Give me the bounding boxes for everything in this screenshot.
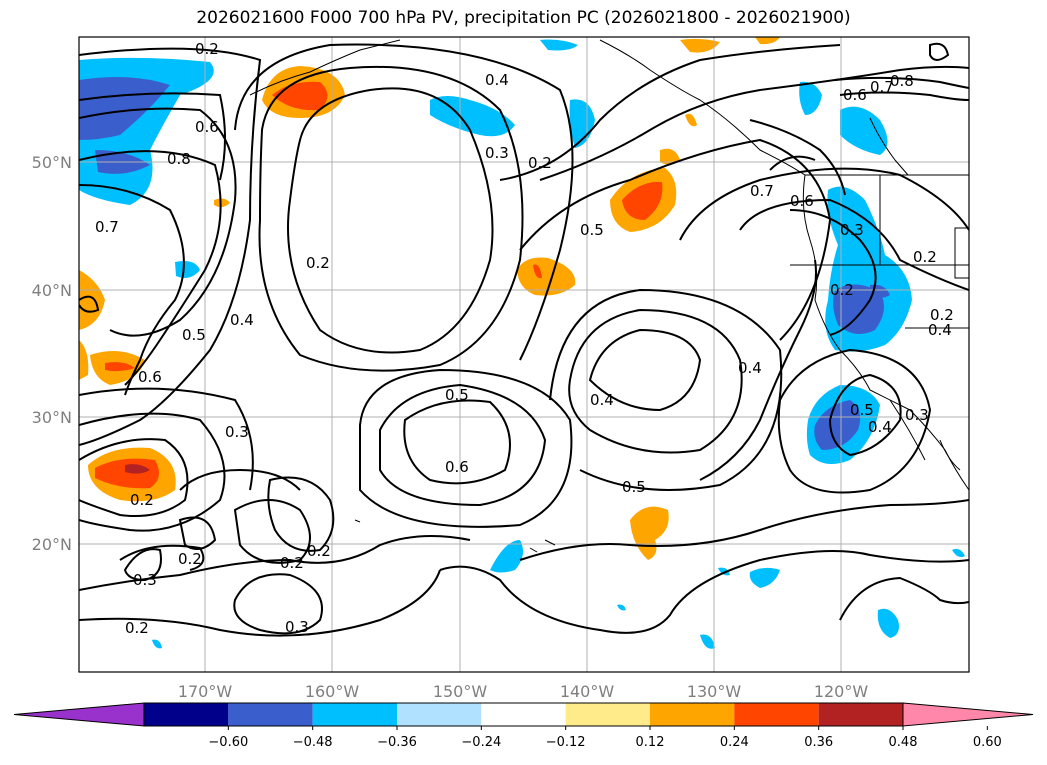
- contour-label: 0.6: [195, 118, 219, 136]
- contour-label: 0.3: [225, 423, 249, 441]
- contour-label: 0.6: [843, 86, 867, 104]
- contour-label: 0.6: [790, 192, 814, 210]
- contour-label: 0.2: [913, 248, 937, 266]
- colorbar-tick-label: −0.24: [461, 735, 501, 750]
- colorbar-tick-label: 0.24: [720, 735, 749, 750]
- colorbar-segment: [228, 703, 313, 726]
- contour-label: 0.3: [133, 571, 157, 589]
- contour-label: 0.3: [285, 618, 309, 636]
- contour-label: 0.8: [167, 150, 191, 168]
- colorbar-tick-label: −0.48: [293, 735, 333, 750]
- colorbar-tick-label: 0.48: [889, 735, 918, 750]
- contour-label: 0.2: [280, 554, 304, 572]
- contour-label: 0.4: [230, 311, 254, 329]
- lon-label: 170°W: [178, 682, 233, 701]
- contour-label: 0.5: [850, 401, 874, 419]
- contour-label: 0.2: [178, 550, 202, 568]
- contour-label: 0.2: [125, 619, 149, 637]
- colorbar-segment: [481, 703, 566, 726]
- lon-label: 140°W: [560, 682, 615, 701]
- colorbar-tick-label: 0.12: [636, 735, 665, 750]
- colorbar-segment: [650, 703, 735, 726]
- lat-label: 50°N: [32, 153, 72, 172]
- contour-label: 0.3: [905, 406, 929, 424]
- contour-label: 0.2: [130, 491, 154, 509]
- colorbar: −0.60 −0.48 −0.36 −0.24 −0.12 0.12 0.24 0.36 0.4…: [13, 702, 1034, 750]
- lon-label: 160°W: [305, 682, 360, 701]
- map-title: 2026021600 F000 700 hPa PV, precipitatio…: [196, 8, 851, 28]
- colorbar-segment: [397, 703, 482, 726]
- map-frame: [78, 36, 970, 673]
- colorbar-tick-label: 0.36: [804, 735, 833, 750]
- contour-label: 0.4: [738, 359, 762, 377]
- colorbar-segment: [565, 703, 650, 726]
- contour-label: 0.2: [195, 40, 219, 58]
- colorbar-extend-high: [902, 702, 1034, 727]
- lat-label: 20°N: [32, 535, 72, 554]
- contour-label: 0.6: [138, 368, 162, 386]
- contour-label: 0.4: [590, 391, 614, 409]
- colorbar-segment: [818, 703, 903, 726]
- contour-label: 0.8: [890, 72, 914, 90]
- colorbar-extend-low: [13, 702, 145, 727]
- contour-label: 0.4: [928, 321, 952, 339]
- contour-labels: 0.2 0.4 0.3 0.2 0.6 0.8 0.7 0.6 0.8 0.7 …: [95, 40, 954, 637]
- contour-label: 0.5: [445, 386, 469, 404]
- colorbar-segment: [734, 703, 819, 726]
- colorbar-tick-label: 0.60: [973, 735, 1002, 750]
- contour-label: 0.5: [622, 478, 646, 496]
- contour-label: 0.5: [182, 326, 206, 344]
- longitude-axis: 170°W 160°W 150°W 140°W 130°W 120°W: [178, 682, 869, 701]
- contour-label: 0.4: [868, 418, 892, 436]
- colorbar-segment: [144, 703, 229, 726]
- contour-label: 0.7: [870, 78, 894, 96]
- contour-label: 0.2: [528, 154, 552, 172]
- contour-label: 0.7: [95, 218, 119, 236]
- contour-label: 0.3: [485, 144, 509, 162]
- lat-label: 40°N: [32, 281, 72, 300]
- colorbar-tick-label: −0.36: [377, 735, 417, 750]
- contour-label: 0.2: [830, 281, 854, 299]
- colorbar-tick-label: −0.60: [208, 735, 248, 750]
- contour-label: 0.3: [840, 221, 864, 239]
- contour-label: 0.6: [445, 458, 469, 476]
- lon-label: 120°W: [814, 682, 869, 701]
- contour-label: 0.7: [750, 182, 774, 200]
- contour-label: 0.2: [306, 254, 330, 272]
- lon-label: 150°W: [433, 682, 488, 701]
- contour-label: 0.2: [307, 542, 331, 560]
- colorbar-frame: [143, 702, 904, 727]
- contour-label: 0.4: [485, 71, 509, 89]
- pv-contours: [79, 42, 969, 637]
- colorbar-tick-label: −0.12: [546, 735, 586, 750]
- lat-label: 30°N: [32, 408, 72, 427]
- contour-label: 0.2: [930, 306, 954, 324]
- contour-label: 0.5: [580, 221, 604, 239]
- colorbar-segment: [312, 703, 397, 726]
- lon-label: 130°W: [687, 682, 742, 701]
- latitude-axis: 50°N 40°N 30°N 20°N: [32, 153, 72, 554]
